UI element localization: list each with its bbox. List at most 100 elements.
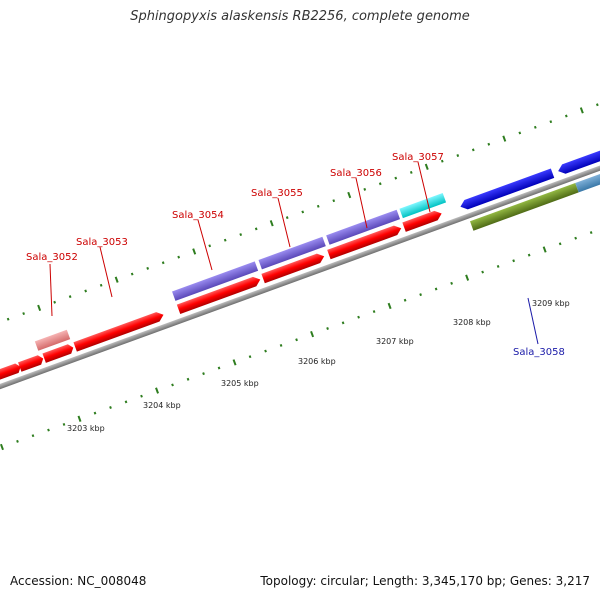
- gene-label-sala-3058[interactable]: Sala_3058: [513, 347, 565, 358]
- inner-minor-tick: [202, 372, 205, 376]
- outer-minor-tick: [564, 114, 568, 118]
- inner-major-tick: [542, 246, 547, 253]
- inner-minor-tick: [512, 259, 515, 263]
- scale-label-3209: 3209 kbp: [532, 299, 570, 308]
- outer-tick-ring: [6, 103, 599, 321]
- inner-minor-tick: [264, 349, 267, 353]
- outer-minor-tick: [549, 120, 553, 124]
- scale-label-3203: 3203 kbp: [67, 424, 105, 433]
- scale-label-3207: 3207 kbp: [376, 337, 414, 346]
- gene-reverse-2[interactable]: [42, 343, 75, 363]
- outer-major-tick: [347, 191, 352, 199]
- inner-minor-tick: [171, 383, 174, 387]
- gene-reverse-5[interactable]: [261, 252, 326, 284]
- gene-label-sala-3052[interactable]: Sala_3052: [26, 252, 78, 263]
- outer-minor-tick: [161, 261, 165, 265]
- genome-backbone: [0, 158, 600, 396]
- gene-steel-segment[interactable]: [575, 169, 600, 193]
- outer-minor-tick: [595, 103, 599, 107]
- gene-label-sala-3057[interactable]: Sala_3057: [392, 152, 444, 163]
- inner-major-tick: [387, 302, 392, 310]
- gene-label-sala-3053[interactable]: Sala_3053: [76, 237, 128, 248]
- outer-minor-tick: [316, 204, 320, 208]
- outer-minor-tick: [6, 317, 10, 321]
- gene-reverse-1[interactable]: [18, 354, 45, 372]
- gene-reverse-4[interactable]: [176, 275, 262, 315]
- gene-reverse-0[interactable]: [0, 362, 22, 388]
- outer-major-tick: [114, 276, 119, 283]
- inner-minor-tick: [326, 327, 329, 330]
- scale-label-layer: 3203 kbp 3204 kbp 3205 kbp 3206 kbp 3207…: [67, 299, 570, 433]
- gene-label-layer: Sala_3052 Sala_3053 Sala_3054 Sala_3055 …: [26, 152, 565, 358]
- inner-minor-tick: [341, 321, 345, 325]
- inner-minor-tick: [109, 406, 112, 409]
- inner-minor-tick: [279, 343, 283, 347]
- gene-reverse-6[interactable]: [327, 224, 403, 260]
- outer-minor-tick: [22, 312, 25, 316]
- inner-minor-tick: [403, 298, 407, 302]
- inner-minor-tick: [434, 287, 438, 291]
- gene-sala-3056[interactable]: [326, 209, 401, 245]
- scale-label-3208: 3208 kbp: [453, 318, 491, 327]
- leader-line-sala-3058: [527, 297, 539, 345]
- inner-minor-tick: [16, 439, 19, 443]
- outer-major-tick: [192, 248, 197, 255]
- outer-minor-tick: [332, 199, 336, 203]
- outer-minor-tick: [301, 210, 305, 214]
- outer-minor-tick: [177, 255, 181, 259]
- gene-sala-3052[interactable]: [34, 329, 71, 351]
- inner-minor-tick: [496, 264, 500, 268]
- scale-label-3206: 3206 kbp: [298, 357, 336, 366]
- gene-blue-arrow[interactable]: [459, 168, 555, 211]
- outer-minor-tick: [68, 295, 72, 299]
- inner-minor-tick: [186, 377, 190, 381]
- outer-minor-tick: [130, 272, 134, 276]
- gene-sala-3057[interactable]: [399, 192, 447, 219]
- outer-minor-tick: [533, 125, 537, 129]
- inner-minor-tick: [140, 394, 143, 398]
- gene-sala-3055[interactable]: [258, 236, 326, 270]
- inner-minor-tick: [93, 411, 97, 415]
- inner-minor-tick: [124, 400, 128, 404]
- outer-major-tick: [502, 135, 507, 142]
- gene-label-sala-3055[interactable]: Sala_3055: [251, 188, 303, 199]
- inner-major-tick: [465, 274, 470, 281]
- outer-minor-tick: [53, 300, 57, 304]
- inner-minor-tick: [295, 338, 298, 342]
- outer-major-tick: [579, 107, 584, 114]
- inner-minor-tick: [47, 428, 50, 432]
- outer-minor-tick: [285, 216, 289, 220]
- accession-text: Accession: NC_008048: [10, 574, 147, 588]
- outer-minor-tick: [254, 227, 258, 231]
- outer-minor-tick: [409, 170, 413, 174]
- inner-minor-tick: [357, 315, 360, 319]
- leader-line-sala-3057: [417, 161, 431, 213]
- outer-minor-tick: [394, 176, 398, 180]
- outer-minor-tick: [456, 154, 460, 157]
- gene-label-sala-3056[interactable]: Sala_3056: [330, 168, 382, 179]
- outer-minor-tick: [518, 131, 522, 135]
- inner-major-tick: [77, 415, 82, 422]
- outer-major-tick: [37, 304, 42, 312]
- gene-sala-3058[interactable]: [470, 183, 579, 231]
- gene-label-sala-3054[interactable]: Sala_3054: [172, 210, 224, 221]
- gene-sala-3054[interactable]: [172, 261, 259, 301]
- inner-major-tick: [155, 387, 159, 394]
- gene-sala-3053-arrow[interactable]: [73, 310, 165, 352]
- outer-minor-tick: [84, 289, 88, 293]
- gene-reverse-7[interactable]: [402, 209, 443, 232]
- inner-major-tick: [0, 443, 4, 451]
- inner-minor-tick: [527, 253, 531, 257]
- leader-line-sala-3053: [99, 246, 113, 298]
- outer-minor-tick: [487, 142, 491, 146]
- leader-line-sala-3055: [277, 197, 291, 248]
- outer-minor-tick: [363, 187, 367, 191]
- outer-minor-tick: [99, 283, 103, 287]
- outer-major-tick: [424, 163, 429, 170]
- inner-tick-ring: [0, 231, 593, 451]
- genome-summary-text: Topology: circular; Length: 3,345,170 bp…: [260, 574, 590, 588]
- gene-blue-arrow-2[interactable]: [556, 145, 600, 176]
- inner-minor-tick: [248, 355, 252, 359]
- outer-minor-tick: [378, 182, 382, 186]
